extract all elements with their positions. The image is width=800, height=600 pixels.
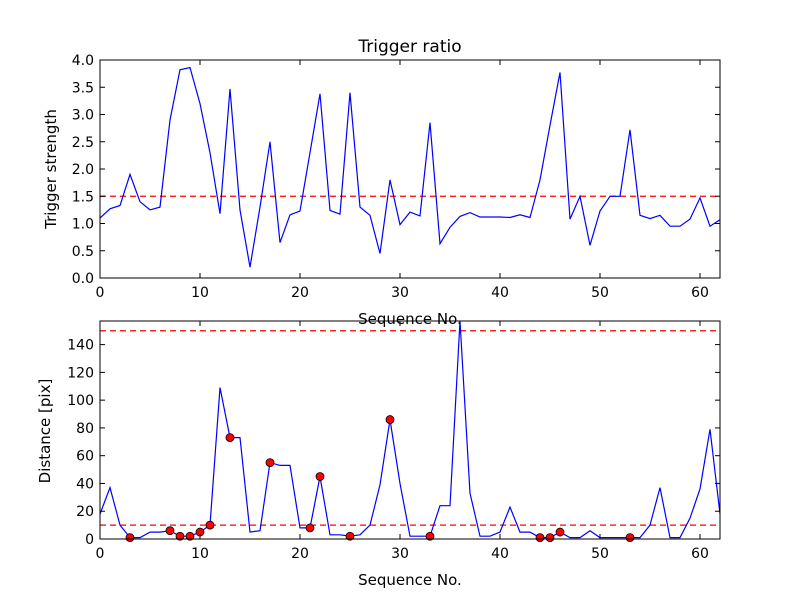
data-marker <box>125 533 135 543</box>
data-marker <box>625 533 635 543</box>
data-marker <box>185 531 195 541</box>
series-line <box>99 320 721 539</box>
x-tick-label: 30 <box>391 546 409 562</box>
x-tick-label: 60 <box>691 546 709 562</box>
data-marker <box>225 433 235 443</box>
y-tick-label: 1.0 <box>72 217 94 233</box>
y-tick-label: 2.5 <box>72 135 94 151</box>
y-tick-label: 2.0 <box>72 162 94 178</box>
data-marker <box>205 520 215 530</box>
series-line <box>99 66 721 268</box>
x-tick-label: 40 <box>491 546 509 562</box>
data-marker <box>305 523 315 533</box>
data-marker <box>385 415 395 424</box>
y-tick-label: 40 <box>76 476 94 492</box>
x-tick-label: 0 <box>96 285 105 301</box>
y-tick-label: 120 <box>67 365 94 381</box>
x-tick-label: 10 <box>191 285 209 301</box>
data-marker <box>535 533 545 543</box>
distance-chart: Sequence No. Distance [pix] 0 10 20 30 40 50 6… <box>36 320 721 589</box>
y-axis-label: Distance [pix] <box>36 379 54 484</box>
x-tick-label: 10 <box>191 546 209 562</box>
data-marker <box>425 531 435 541</box>
data-marker <box>265 458 275 468</box>
chart-title: Trigger ratio <box>357 37 461 57</box>
x-tick-label: 20 <box>291 546 309 562</box>
x-tick-label: 40 <box>491 285 509 301</box>
data-marker <box>175 531 185 541</box>
y-tick-label: 140 <box>67 338 94 354</box>
plot-area: 0 10 20 30 40 50 60 0 20 40 60 80 100 120 140 <box>67 320 721 562</box>
x-tick-label: 50 <box>591 546 609 562</box>
x-tick-label: 0 <box>96 546 105 562</box>
data-marker <box>555 527 565 537</box>
plot-area: 0 10 20 30 40 50 60 0.0 0.5 1.0 1.5 2.0 2.5 3.0 3.5 4.0 <box>72 53 721 301</box>
y-tick-label: 3.0 <box>72 108 94 124</box>
y-tick-label: 80 <box>76 421 94 437</box>
y-tick-label: 3.5 <box>72 80 94 96</box>
data-marker <box>545 533 555 543</box>
x-tick-label: 60 <box>691 285 709 301</box>
x-tick-label: 50 <box>591 285 609 301</box>
y-axis-label: Trigger strength <box>42 109 60 230</box>
y-tick-label: 100 <box>67 393 94 409</box>
y-tick-label: 0.0 <box>72 271 94 287</box>
x-tick-label: 30 <box>391 285 409 301</box>
x-axis-label: Sequence No. <box>358 571 462 589</box>
plot-frame <box>99 320 721 540</box>
y-tick-label: 1.5 <box>72 189 94 205</box>
x-axis-label: Sequence No. <box>358 310 462 328</box>
x-tick-label: 20 <box>291 285 309 301</box>
data-marker <box>315 472 325 481</box>
y-tick-label: 60 <box>76 449 94 465</box>
y-tick-label: 0.5 <box>72 244 94 260</box>
y-tick-label: 20 <box>76 504 94 520</box>
plot-frame <box>99 59 721 279</box>
trigger-ratio-chart: Trigger ratio Sequence No. Trigger stren… <box>42 37 721 328</box>
data-marker <box>165 526 175 536</box>
y-tick-label: 0 <box>85 532 94 548</box>
y-tick-label: 4.0 <box>72 53 94 69</box>
data-marker <box>345 531 355 541</box>
